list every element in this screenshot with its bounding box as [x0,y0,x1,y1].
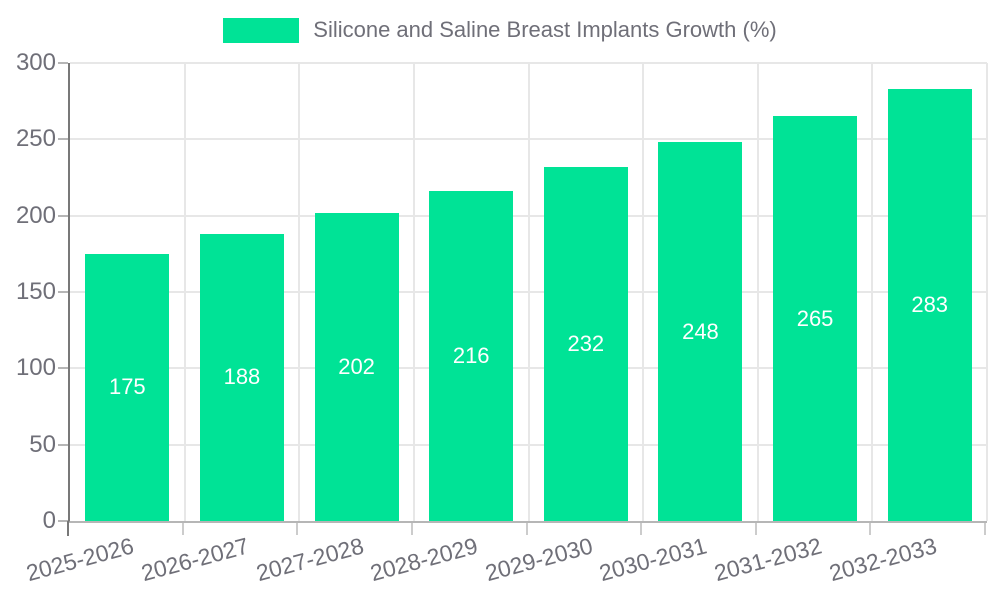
y-tick-label-300: 300 [15,49,56,76]
x-category-label-2032-2033: 2032-2033 [826,532,940,587]
bar-2025-2026[interactable] [85,253,170,521]
y-tick-mark-100 [58,367,68,370]
x-category-label-2027-2028: 2027-2028 [252,532,366,587]
bar-value-label: 232 [567,330,605,356]
x-tick-mark-6 [754,523,757,535]
y-tick-label-100: 100 [15,354,56,382]
v-gridline-2 [298,63,301,521]
x-tick-mark-8 [984,523,986,535]
bar-value-label: 216 [452,343,490,369]
x-category-label-2029-2030: 2029-2030 [482,532,596,587]
x-category-label-2031-2032: 2031-2032 [711,532,825,587]
x-category-label-2028-2029: 2028-2029 [367,532,481,587]
y-tick-mark-250 [58,138,68,141]
v-gridline-4 [527,63,530,521]
bar-2031-2032[interactable] [773,116,858,521]
y-tick-label-150: 150 [15,278,56,305]
x-tick-mark-4 [525,523,528,535]
bar-2028-2029[interactable] [429,191,514,521]
x-tick-mark-2 [296,523,299,535]
bar-value-label: 283 [911,291,949,317]
bar-2030-2031[interactable] [658,142,743,521]
bar-value-label: 202 [338,353,375,379]
y-axis-extension [67,521,69,536]
legend[interactable]: Silicone and Saline Breast Implants Grow… [0,17,1000,43]
bar-value-label: 248 [682,318,719,344]
bar-value-label: 188 [223,364,261,390]
x-category-label-2030-2031: 2030-2031 [596,532,710,587]
y-tick-mark-200 [58,214,68,217]
legend-swatch-icon [223,17,300,43]
bar-2027-2028[interactable] [314,212,399,521]
x-tick-mark-5 [640,523,643,535]
bar-value-label: 265 [796,305,834,331]
bar-2032-2033[interactable] [887,88,972,521]
y-tick-label-250: 250 [15,125,56,153]
x-tick-mark-3 [410,523,413,535]
x-category-label-2026-2027: 2026-2027 [138,532,252,587]
bar-2026-2027[interactable] [199,234,284,521]
v-gridline-7 [871,63,874,521]
bar-2029-2030[interactable] [543,166,628,521]
y-tick-label-0: 0 [42,507,56,534]
v-gridline-1 [183,63,186,521]
y-tick-mark-150 [58,291,68,293]
x-tick-mark-1 [181,523,184,535]
legend-label: Silicone and Saline Breast Implants Grow… [313,17,777,42]
bar-value-label: 175 [108,374,146,400]
plot-area: 175 188 202 216 232 248 265 283 [68,62,988,523]
y-tick-mark-300 [58,62,68,64]
v-gridline-5 [642,63,645,521]
y-tick-label-200: 200 [15,201,56,229]
v-gridline-8 [986,63,988,521]
v-gridline-3 [412,63,415,521]
x-tick-mark-7 [869,523,872,535]
y-tick-mark-50 [58,443,68,446]
x-category-label-2025-2026: 2025-2026 [23,532,137,587]
v-gridline-6 [756,63,759,521]
y-tick-mark-0 [58,520,68,522]
y-tick-label-50: 50 [29,430,56,458]
